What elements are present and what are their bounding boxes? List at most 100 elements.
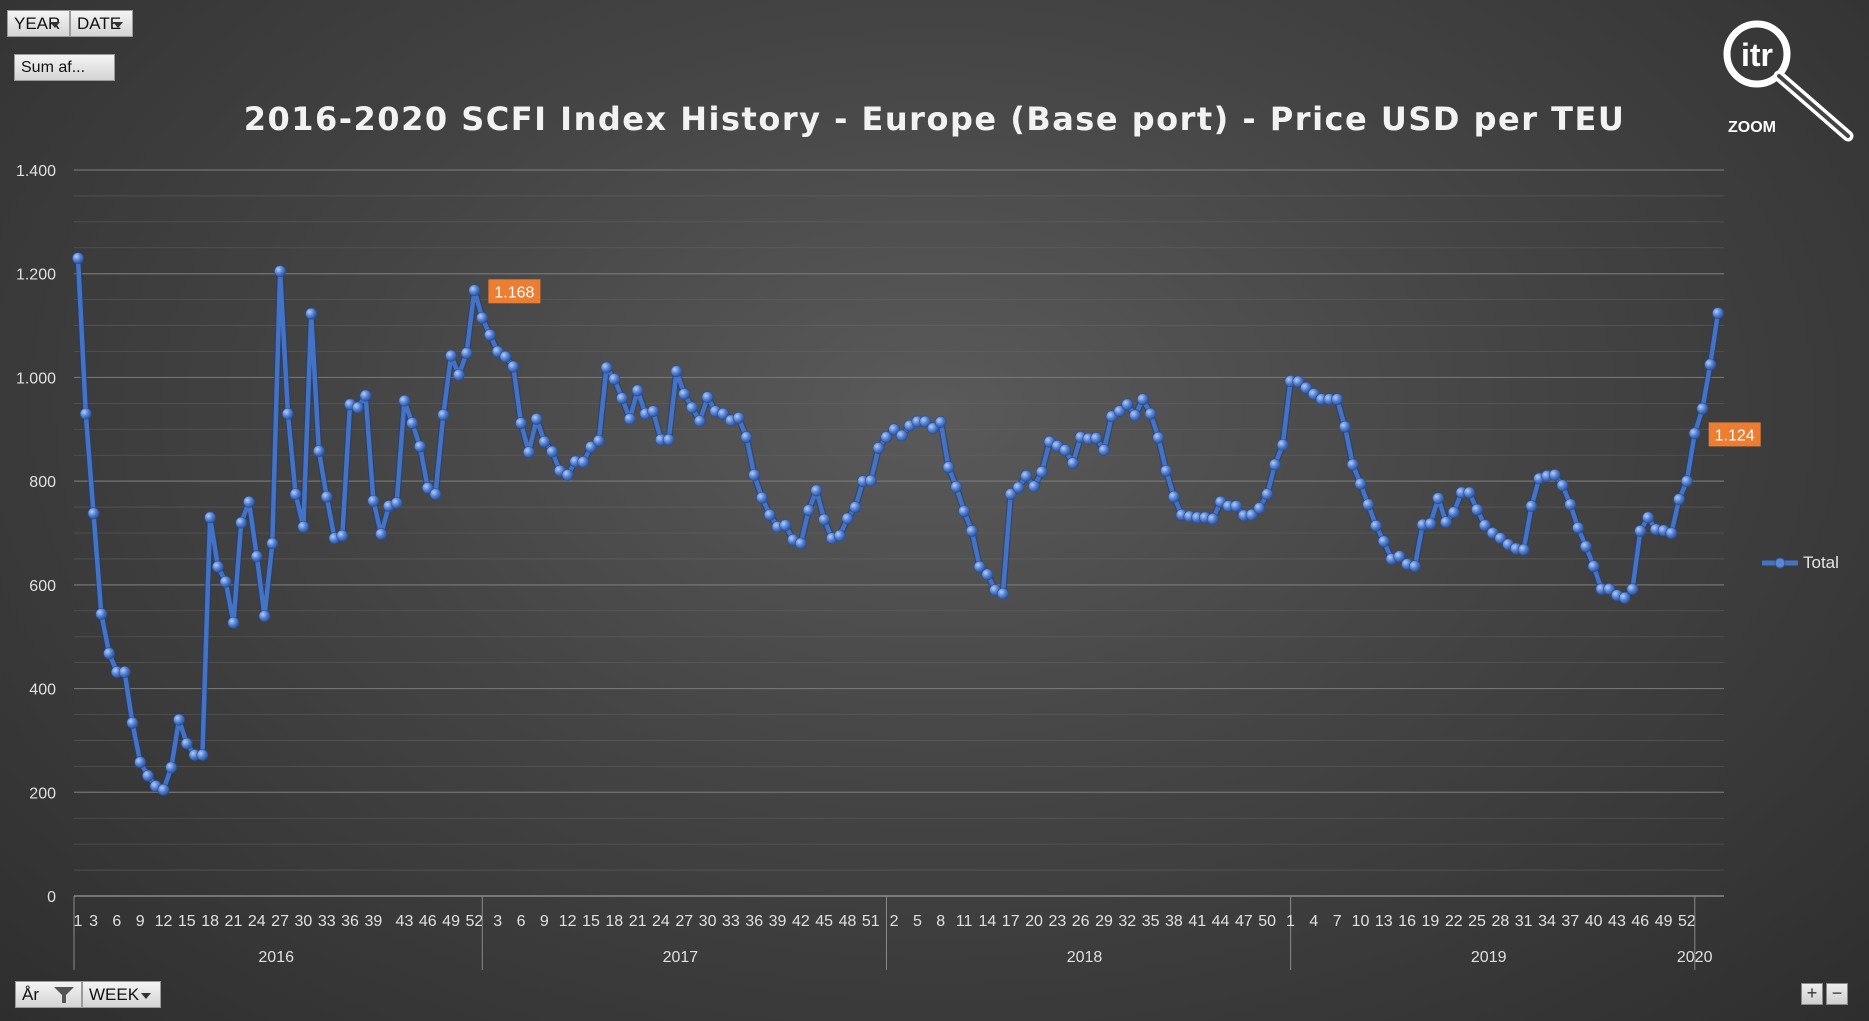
data-point — [538, 435, 551, 448]
ar-filter-button[interactable]: År — [15, 981, 82, 1008]
x-week-tick-label: 22 — [1445, 913, 1463, 930]
data-point — [468, 284, 481, 297]
data-point — [818, 513, 831, 526]
data-point — [406, 417, 419, 429]
data-point — [997, 587, 1009, 600]
zoom-out-button[interactable]: − — [1826, 983, 1848, 1005]
x-week-tick-label: 13 — [1375, 913, 1393, 930]
data-point — [1432, 492, 1445, 505]
x-week-tick-label: 48 — [839, 913, 857, 930]
data-point — [1572, 521, 1584, 534]
data-point — [484, 329, 496, 341]
data-point — [258, 610, 271, 622]
data-point — [1696, 402, 1709, 415]
x-week-tick-label: 39 — [364, 913, 382, 930]
y-tick-label: 600 — [29, 578, 56, 595]
data-point — [1020, 470, 1033, 482]
x-week-tick-label: 30 — [699, 913, 717, 930]
data-point — [1035, 465, 1048, 478]
data-point — [1424, 517, 1437, 530]
data-point — [452, 368, 465, 381]
data-point — [585, 441, 597, 453]
data-point — [1121, 398, 1134, 411]
data-point — [1517, 543, 1530, 556]
data-point — [157, 783, 170, 796]
data-point — [351, 401, 364, 414]
x-week-tick-label: 40 — [1585, 913, 1603, 930]
zoom-magnifier-icon[interactable]: itr — [1722, 16, 1862, 146]
x-week-tick-label: 49 — [1655, 913, 1673, 930]
data-point — [1136, 393, 1149, 406]
data-point — [561, 469, 574, 481]
x-week-tick-label: 18 — [605, 913, 623, 930]
data-point — [1028, 480, 1040, 493]
x-week-tick-label: 43 — [396, 913, 414, 930]
zoom-in-button[interactable]: + — [1801, 983, 1823, 1005]
week-filter-button[interactable]: WEEK — [82, 981, 161, 1008]
x-week-tick-label: 52 — [1678, 913, 1696, 930]
x-week-tick-label: 3 — [493, 913, 502, 930]
data-point — [794, 537, 807, 550]
data-point — [895, 429, 908, 442]
data-point — [965, 525, 978, 537]
data-point — [888, 423, 901, 436]
data-callout-label: 1.168 — [494, 284, 534, 301]
data-point — [134, 756, 147, 769]
y-tick-label: 1.200 — [16, 267, 56, 284]
data-point — [212, 560, 224, 573]
data-point — [1525, 500, 1538, 512]
x-week-tick-label: 33 — [318, 913, 336, 930]
x-week-tick-label: 9 — [540, 913, 549, 930]
data-point — [445, 349, 457, 362]
data-point — [1245, 508, 1258, 521]
data-point — [1276, 438, 1289, 451]
data-point — [1665, 527, 1678, 539]
data-point — [1292, 375, 1305, 388]
data-point — [367, 494, 380, 507]
x-year-label: 2017 — [663, 949, 699, 966]
data-point — [1673, 493, 1686, 506]
x-week-tick-label: 6 — [517, 913, 526, 930]
data-point — [1129, 409, 1141, 422]
data-point — [530, 413, 543, 425]
data-point — [981, 568, 994, 581]
data-point — [810, 484, 823, 497]
y-tick-label: 1.000 — [16, 370, 56, 387]
sum-values-button[interactable]: Sum af... — [14, 54, 115, 81]
data-point — [1144, 407, 1157, 420]
data-point — [1548, 469, 1561, 481]
x-week-tick-label: 24 — [248, 913, 266, 930]
data-point — [1004, 488, 1017, 501]
data-point — [717, 407, 730, 420]
series-line-total — [75, 258, 1721, 792]
data-point — [235, 516, 248, 529]
x-week-tick-label: 26 — [1072, 913, 1090, 930]
x-week-tick-label: 5 — [913, 913, 922, 930]
x-week-tick-label: 41 — [1188, 913, 1206, 930]
data-point — [864, 474, 877, 487]
x-week-tick-label: 1 — [1286, 913, 1295, 930]
x-week-tick-label: 46 — [1631, 913, 1649, 930]
data-point — [1618, 591, 1631, 604]
year-filter-button[interactable]: YEAR — [7, 10, 70, 37]
data-point — [414, 440, 426, 453]
data-point — [305, 307, 318, 320]
data-point — [1712, 307, 1724, 320]
data-point — [1408, 560, 1421, 573]
x-week-tick-label: 11 — [956, 913, 973, 930]
ar-filter-label: År — [22, 985, 39, 1004]
x-week-tick-label: 12 — [155, 913, 173, 930]
series-line-shadow — [74, 258, 1722, 794]
data-point — [499, 350, 512, 363]
data-point — [118, 666, 131, 678]
data-point — [919, 415, 932, 428]
data-point — [973, 560, 986, 573]
data-point — [476, 311, 489, 324]
data-point — [1269, 458, 1281, 471]
x-week-tick-label: 52 — [465, 913, 483, 930]
y-tick-label: 400 — [29, 682, 56, 699]
data-point — [1688, 427, 1701, 440]
date-filter-button[interactable]: DATE — [70, 10, 133, 37]
data-point — [678, 388, 691, 400]
